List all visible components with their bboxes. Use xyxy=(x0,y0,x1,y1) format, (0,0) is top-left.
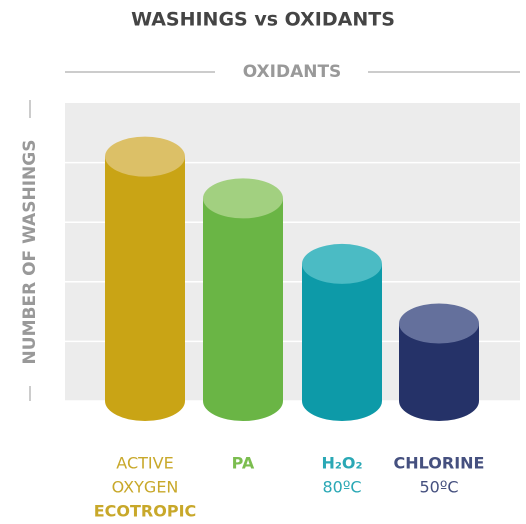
x-tick-label: H₂O₂ xyxy=(321,454,362,473)
chart-title: WASHINGS vs OXIDANTS xyxy=(131,9,395,31)
x-tick-label: ACTIVE xyxy=(116,454,173,473)
bar-top xyxy=(203,178,283,219)
bar xyxy=(203,198,283,421)
x-tick-label: OXYGEN xyxy=(112,478,179,497)
bar-top xyxy=(105,136,185,177)
x-tick-label: 80ºC xyxy=(322,478,361,497)
bar xyxy=(302,263,382,421)
x-tick-label: PA xyxy=(232,454,255,473)
x-tick-label: 50ºC xyxy=(419,478,458,497)
bar xyxy=(105,156,185,421)
bar xyxy=(399,323,479,421)
y-axis-label: NUMBER OF WASHINGS xyxy=(20,140,40,365)
bar-top xyxy=(302,243,382,284)
bar-top xyxy=(399,303,479,344)
x-tick-label: ECOTROPIC xyxy=(94,502,197,521)
x-axis-label: OXIDANTS xyxy=(243,62,342,82)
x-tick-label: CHLORINE xyxy=(394,454,485,473)
